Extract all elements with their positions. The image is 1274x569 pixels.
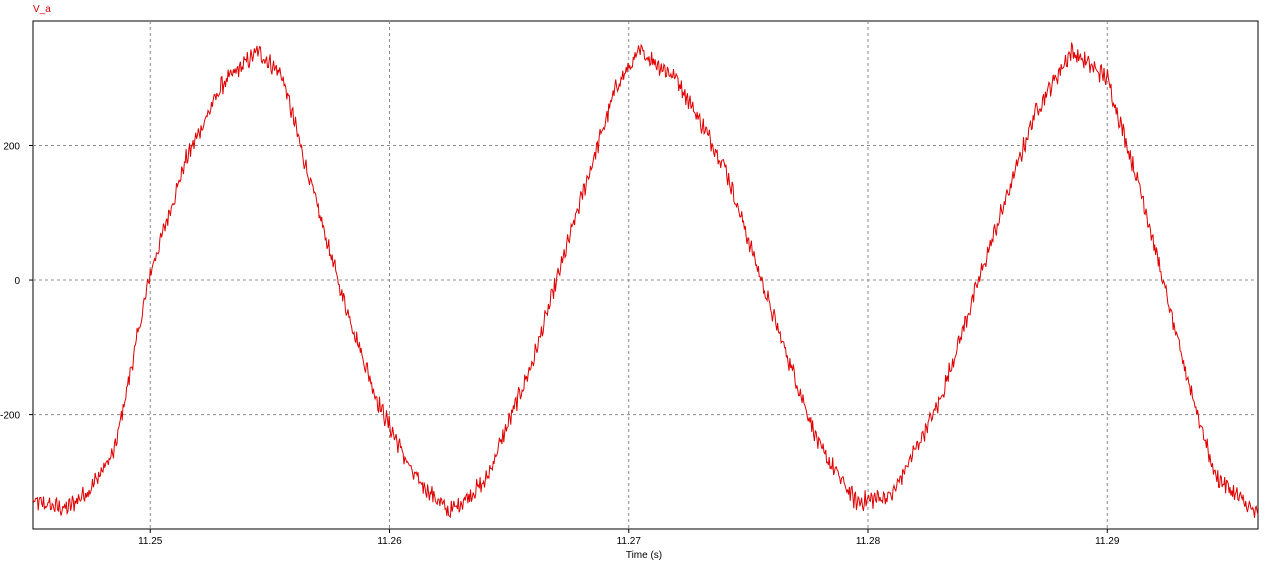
tick-labels: 11.25 11.26 11.27 11.28 11.29 -200 0 200: [0, 141, 1120, 547]
x-tick-label: 11.29: [1095, 536, 1120, 547]
series-name-v-a: V_a: [33, 4, 51, 15]
x-tick-label: 11.26: [377, 536, 402, 547]
x-tick-label: 11.28: [856, 536, 881, 547]
gridlines: [29, 21, 1258, 533]
y-tick-label: 200: [3, 141, 20, 152]
y-tick-label: -200: [0, 411, 20, 422]
x-axis-title: Time (s): [626, 550, 662, 561]
x-tick-label: 11.27: [617, 536, 642, 547]
plot-frame: [32, 20, 1259, 530]
series-line-v-a: [32, 42, 1259, 519]
y-tick-label: 0: [14, 276, 20, 287]
x-tick-label: 11.25: [138, 536, 163, 547]
